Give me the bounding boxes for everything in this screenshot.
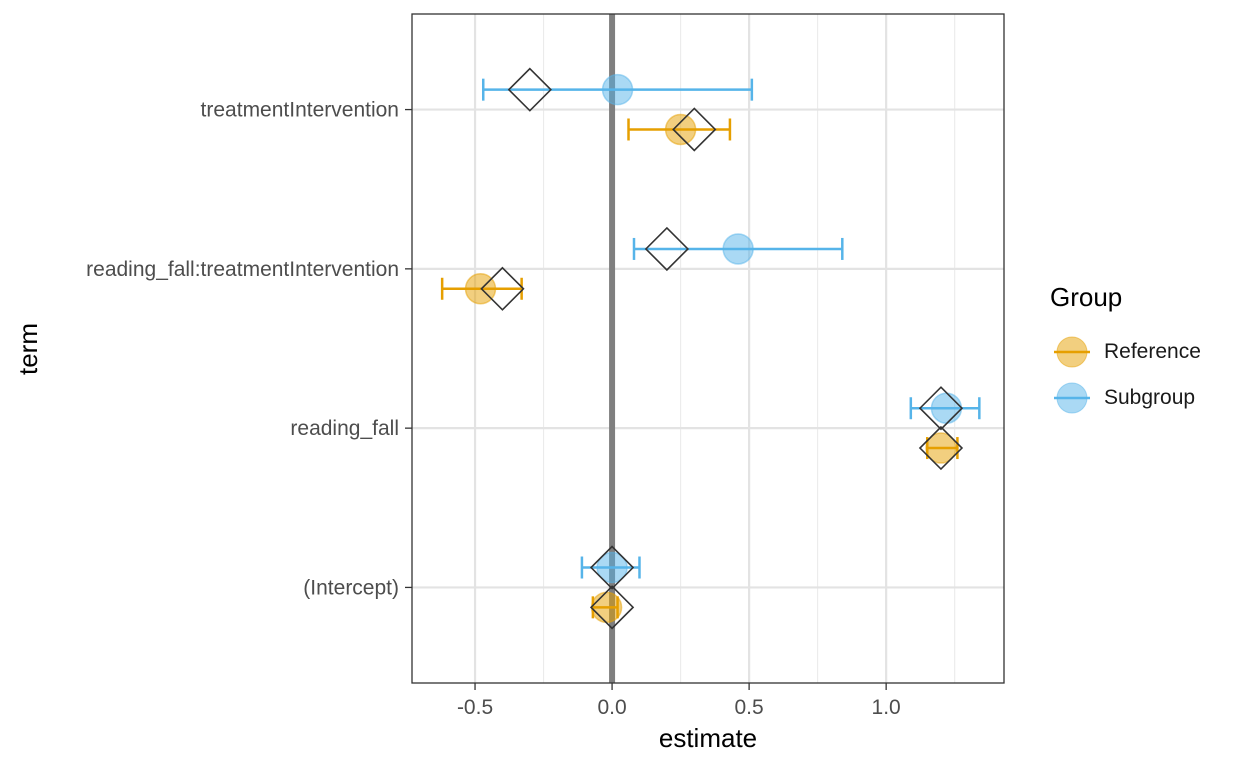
x-axis-title: estimate [659, 723, 757, 753]
legend-title: Group [1050, 282, 1123, 312]
benchmark-diamond-reference-intercept [589, 585, 635, 630]
benchmark-diamond-reference-reading-fall-treatmentintervention [480, 266, 525, 311]
plot-panel [412, 14, 1004, 683]
point-subgroup-intercept [596, 551, 628, 584]
panel-background [412, 14, 1004, 683]
benchmark-diamond-subgroup-reading-fall [918, 386, 964, 431]
legend-label-subgroup: Subgroup [1104, 386, 1196, 409]
y-tick-label-reading-fall-treatmentintervention: reading_fall:treatmentIntervention [86, 258, 399, 281]
x-tick-label-1-0: 1.0 [872, 696, 901, 719]
x-tick-label-0-5: 0.5 [735, 696, 764, 719]
y-axis-title: term [13, 323, 43, 375]
x-tick-label-0-0: 0.0 [597, 696, 626, 719]
legend-item-subgroup: Subgroup [1050, 375, 1240, 421]
panel-border [411, 13, 1005, 684]
y-axis: (Intercept) reading_fall reading_fall:trea… [86, 99, 412, 599]
y-tick-label-reading-fall: reading_fall [290, 417, 399, 440]
legend: Group Reference Subgroup [1050, 282, 1240, 421]
legend-key-reference [1054, 336, 1090, 368]
legend-item-reference: Reference [1050, 329, 1240, 375]
x-tick-label-0-5: -0.5 [457, 696, 493, 719]
point-reference-intercept [590, 591, 623, 624]
benchmark-diamond-reference-treatmentintervention [672, 107, 717, 152]
y-tick-label-treatmentintervention: treatmentIntervention [201, 99, 399, 122]
point-subgroup-reading-fall-treatmentintervention [722, 233, 754, 265]
panel-outline [411, 13, 1005, 684]
benchmark-diamonds [480, 67, 964, 630]
point-reference-treatmentintervention [664, 113, 697, 146]
x-axis: -0.5 0.0 0.5 1.0 [457, 683, 901, 719]
benchmark-diamond-reference-reading-fall [918, 425, 964, 471]
benchmark-diamond-subgroup-intercept [589, 545, 635, 590]
benchmark-diamond-subgroup-treatmentintervention [507, 67, 552, 112]
legend-label-reference: Reference [1104, 340, 1201, 363]
y-tick-label-intercept: (Intercept) [303, 576, 399, 599]
benchmark-diamond-subgroup-reading-fall-treatmentintervention [644, 226, 690, 272]
legend-key-subgroup [1054, 382, 1090, 414]
point-subgroup-treatmentintervention [601, 73, 634, 106]
point-subgroup-reading-fall [930, 392, 963, 424]
point-reference-reading-fall [925, 432, 957, 464]
